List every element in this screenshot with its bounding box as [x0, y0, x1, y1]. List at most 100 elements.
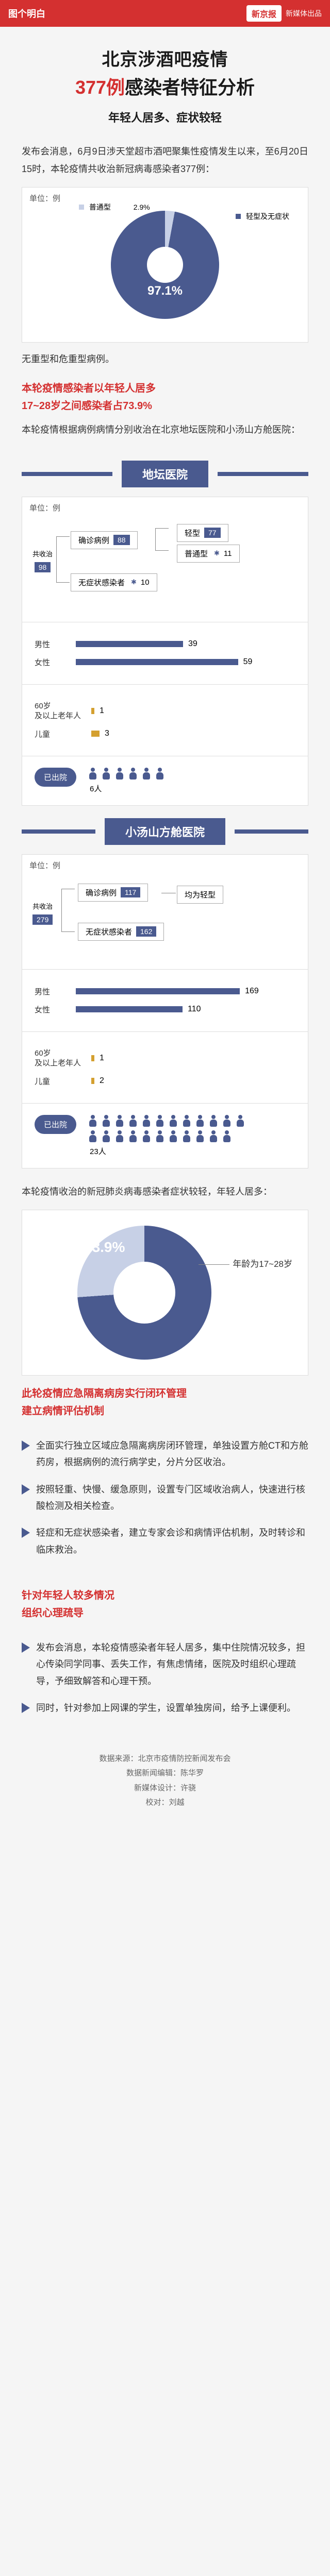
node-mild: 轻型 77: [177, 524, 228, 542]
person-icon: [88, 1130, 98, 1143]
person-icon: [182, 1115, 192, 1127]
bar-row-male: 男性 169: [35, 986, 295, 997]
header-label: 小汤山方舱医院: [105, 818, 225, 845]
credit-source: 数据来源：北京市疫情防控新闻发布会: [10, 1752, 320, 1767]
person-icon: [101, 1130, 111, 1143]
bar-label: 60岁 及以上老年人: [35, 1048, 91, 1069]
bar-value: 169: [245, 987, 259, 996]
hospital-b-age-bars: 60岁 及以上老年人 1 儿童 2: [22, 1032, 308, 1104]
bracket-icon: [56, 536, 70, 583]
legend-marker-icon: [79, 205, 84, 210]
bar-value: 1: [100, 1054, 104, 1063]
bullet-text: 全面实行独立区域应急隔离病房闭环管理，单独设置方舱CT和方舱药房，根据病例的流行…: [36, 1437, 308, 1471]
triangle-bullet-icon: [22, 1440, 30, 1451]
header-wing-icon: [218, 472, 308, 476]
bar-row-child: 儿童 2: [35, 1076, 295, 1087]
person-icon: [101, 1115, 111, 1127]
person-icon: [168, 1115, 178, 1127]
title-highlight-number: 377例: [75, 77, 125, 98]
node-asymptomatic: 无症状感染者 162: [78, 923, 164, 941]
person-icon: [208, 1115, 219, 1127]
bar-fill: [76, 641, 183, 647]
hospital-b-gender-bars: 男性 169 女性 110: [22, 970, 308, 1032]
donut-chart-age-card: 73.9% 年龄为17~28岁: [22, 1210, 308, 1376]
bar-label: 女性: [35, 657, 76, 668]
bar-row-elderly: 60岁 及以上老年人 1: [35, 701, 295, 721]
tree-diagram-ditan: 共收治 98 确诊病例 88 无症状感染者 ✱ 10 轻型 77 普通型: [32, 524, 298, 606]
bar-label: 女性: [35, 1004, 76, 1015]
people-icons: [88, 1115, 253, 1143]
person-icon: [101, 768, 111, 780]
bracket-icon: [61, 889, 75, 932]
node-label: 确诊病例: [86, 887, 117, 898]
person-icon: [141, 1115, 152, 1127]
bar-value: 3: [105, 729, 109, 738]
bar-value: 110: [188, 1005, 201, 1014]
bar-label: 男性: [35, 639, 76, 650]
person-icon: [88, 768, 98, 780]
donut-chart-age: 73.9% 年龄为17~28岁: [22, 1210, 308, 1375]
root-label: 共收治: [32, 902, 53, 911]
bar-label: 儿童: [35, 728, 91, 739]
hospital-a-discharged: 已出院 6人: [22, 756, 308, 806]
donut-chart-overall: 97.1% 普通型 2.9% 轻型及无症状: [22, 188, 308, 342]
bullet-item: 轻症和无症状感染者，建立专家会诊和病情评估机制，及时转诊和临床救治。: [22, 1524, 308, 1558]
bar-row-child: 儿童 3: [35, 728, 295, 739]
person-icon: [155, 1130, 165, 1143]
node-confirmed-note: 均为轻型: [177, 886, 223, 904]
person-icon: [222, 1130, 232, 1143]
bar-label: 儿童: [35, 1076, 91, 1087]
legend-normal-type: 普通型 2.9%: [79, 202, 150, 212]
pre-hospital-text: 本轮疫情根据病例病情分别收治在北京地坛医院和小汤山方舱医院：: [0, 419, 330, 448]
donut-graphic: 97.1%: [111, 211, 219, 319]
root-value: 279: [32, 914, 53, 925]
header-wing-icon: [22, 829, 95, 834]
person-icon: [155, 1115, 165, 1127]
hospital-b-discharged: 已出院 23人: [22, 1104, 308, 1168]
donut-center-percent: 97.1%: [147, 284, 183, 298]
bullet-text: 发布会消息，本轮疫情感染者年轻人居多，集中住院情况较多，担心传染同学同事、丢失工…: [36, 1639, 308, 1689]
bar-row-elderly: 60岁 及以上老年人 1: [35, 1048, 295, 1069]
hospital-a-gender-bars: 男性 39 女性 59: [22, 622, 308, 685]
bar-value: 1: [100, 706, 104, 716]
people-icons: [88, 768, 165, 780]
person-icon: [141, 1130, 152, 1143]
psych-bullet-list: 发布会消息，本轮疫情感染者年轻人居多，集中住院情况较多，担心传染同学同事、丢失工…: [0, 1626, 330, 1736]
hospital-a-tree-card: 单位：例 共收治 98 确诊病例 88 无症状感染者 ✱ 10 轻型 77: [22, 497, 308, 622]
node-label: 无症状感染者: [78, 577, 125, 588]
donut-chart-overall-card: 单位：例 97.1% 普通型 2.9% 轻型及无症状: [22, 187, 308, 343]
donut-center-hole: [147, 247, 183, 283]
bar-fill: [91, 731, 100, 737]
bar-value: 59: [243, 657, 253, 667]
intro-paragraph: 发布会消息，6月9日涉天堂超市酒吧聚集性疫情发生以来，至6月20日15时，本轮疫…: [0, 138, 330, 187]
header-label: 地坛医院: [122, 461, 208, 487]
credit-design: 新媒体设计：许骁: [10, 1781, 320, 1796]
bullet-text: 同时，针对参加上网课的学生，设置单独房间，给予上课便利。: [36, 1700, 296, 1716]
node-label: 普通型: [185, 548, 208, 559]
node-note-text: 均为轻型: [185, 889, 216, 900]
node-label: 无症状感染者: [86, 926, 132, 937]
hospital-b-tree-card: 单位：例 共收治 279 确诊病例 117 均为轻型 无症状感染者 162: [22, 854, 308, 970]
discharged-count: 6人: [90, 783, 165, 794]
node-asymptomatic: 无症状感染者 ✱ 10: [71, 573, 157, 591]
brand-logo-text: 图个明白: [8, 7, 45, 20]
age-callout: 年龄为17~28岁: [199, 1257, 292, 1269]
bar-fill: [91, 1055, 94, 1061]
hospital-a-age-bars: 60岁 及以上老年人 1 儿童 3: [22, 685, 308, 756]
section-header-ditan: 地坛医院: [22, 461, 308, 487]
summary-line: 本轮疫情收治的新冠肺炎病毒感染者症状较轻，年轻人居多：: [0, 1168, 330, 1210]
people-icon-row: 6人: [88, 768, 165, 794]
discharged-pill: 已出院: [35, 768, 76, 787]
node-value: 162: [136, 926, 156, 937]
person-icon: [114, 768, 125, 780]
person-icon: [235, 1115, 245, 1127]
bullet-item: 发布会消息，本轮疫情感染者年轻人居多，集中住院情况较多，担心传染同学同事、丢失工…: [22, 1639, 308, 1689]
note-no-severe: 无重型和危重型病例。: [0, 343, 330, 370]
person-icon: [141, 768, 152, 780]
people-icon-row: 23人: [88, 1115, 253, 1157]
title-line-3: 年轻人居多、症状较轻: [10, 109, 320, 125]
callout-line-icon: [199, 1264, 229, 1265]
red-paragraph-young: 本轮疫情感染者以年轻人居多17~28岁之间感染者占73.9%: [0, 370, 330, 419]
node-confirmed: 确诊病例 88: [71, 531, 138, 549]
person-icon: [182, 1130, 192, 1143]
